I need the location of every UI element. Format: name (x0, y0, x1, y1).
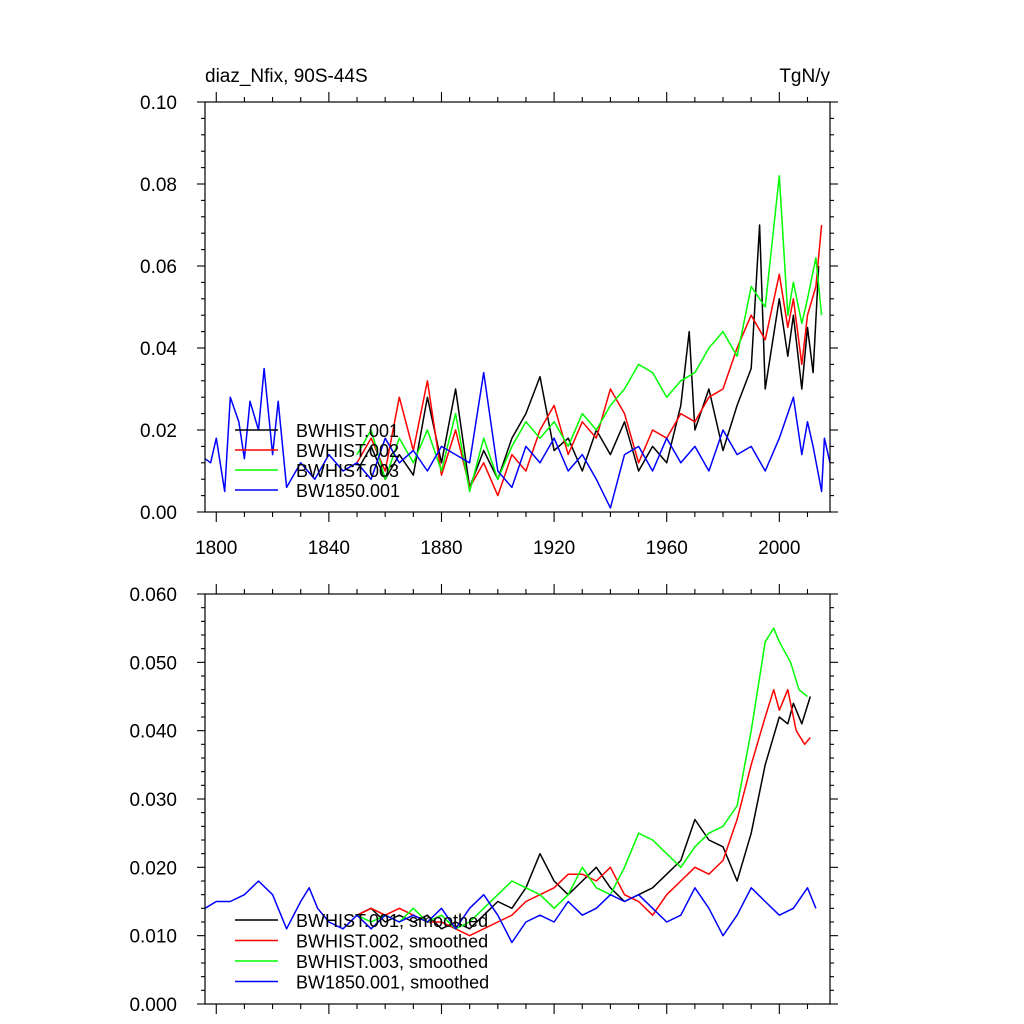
legend-label: BWHIST.001, smoothed (296, 911, 488, 931)
y-tick-label: 0.040 (129, 722, 177, 743)
series-line-1 (356, 224, 823, 497)
legend-label: BWHIST.002 (296, 441, 399, 461)
x-tick-label: 1800 (195, 538, 237, 559)
chart-title: diaz_Nfix, 90S-44S (205, 66, 368, 87)
y-tick-label: 0.010 (129, 927, 177, 948)
y-tick-label: 0.04 (140, 339, 177, 360)
y-tick-label: 0.060 (129, 585, 177, 606)
top-plot-frame (204, 101, 831, 513)
y-tick-label: 0.10 (140, 93, 177, 114)
legend-label: BWHIST.003 (296, 461, 399, 481)
x-tick-label: 1920 (533, 538, 575, 559)
top-panel: diaz_Nfix, 90S-44S TgN/y 0.000.020.040.0… (140, 66, 838, 559)
legend-label: BWHIST.003, smoothed (296, 952, 488, 972)
series-line-1 (356, 688, 811, 937)
legend-label: BWHIST.001 (296, 421, 399, 441)
top-plot-lines (204, 175, 831, 509)
legend-label: BWHIST.002, smoothed (296, 932, 488, 952)
y-tick-label: 0.02 (140, 421, 177, 442)
series-line-3 (204, 367, 831, 509)
series-line-0 (356, 696, 812, 930)
bottom-axes: 0.000 0.010 0.020 0.030 0.040 0.050 0.060 (129, 584, 838, 1016)
y-tick-label: 0.050 (129, 653, 177, 674)
bottom-plot-frame (204, 593, 831, 1005)
y-tick-label: 0.00 (140, 503, 177, 524)
y-tick-label: 0.020 (129, 858, 177, 879)
series-line-0 (356, 224, 820, 489)
x-tick-label: 2000 (758, 538, 800, 559)
y-tick-label: 0.000 (129, 995, 177, 1016)
x-tick-label: 1880 (420, 538, 462, 559)
y-tick-label: 0.08 (140, 175, 177, 196)
series-line-2 (356, 627, 808, 930)
legend-label: BW1850.001, smoothed (296, 973, 489, 993)
units-label: TgN/y (779, 66, 830, 87)
y-tick-label: 0.030 (129, 790, 177, 811)
bottom-panel: 0.000 0.010 0.020 0.030 0.040 0.050 0.060 BWHI… (129, 584, 838, 1016)
legend-label: BW1850.001 (296, 481, 400, 501)
series-line-2 (356, 175, 823, 493)
series-line-3 (204, 880, 817, 944)
y-tick-label: 0.06 (140, 257, 177, 278)
top-axes: 0.00 0.02 0.04 0.06 0.08 0.10 1800 1840 1880 1920… (140, 92, 838, 559)
bottom-plot-lines (204, 627, 817, 944)
x-tick-label: 1840 (308, 538, 350, 559)
x-tick-label: 1960 (646, 538, 688, 559)
